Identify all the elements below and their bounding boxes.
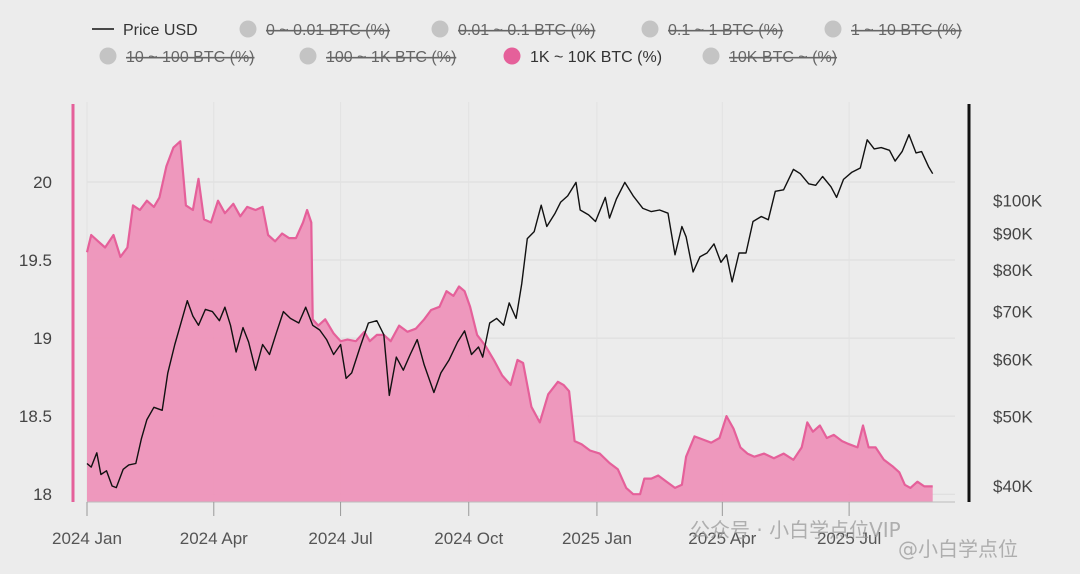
legend-dot-icon (702, 47, 720, 65)
legend-dot-icon (431, 20, 449, 38)
legend-label: 100 ~ 1K BTC (%) (326, 49, 456, 66)
legend-dot-icon (99, 47, 117, 65)
legend-item-10-100-btc[interactable]: 10 ~ 100 BTC (%) (99, 47, 255, 67)
right-tick-label: $60K (993, 351, 1033, 370)
left-tick-label: 19.5 (19, 251, 52, 270)
x-tick-label: 2025 Jul (817, 529, 881, 548)
legend-label: 0.1 ~ 1 BTC (%) (668, 22, 783, 39)
legend-item-0-0-01-btc[interactable]: 0 ~ 0.01 BTC (%) (239, 20, 391, 40)
right-axis-ticks: $100K $90K $80K $70K $60K $50K $40K (993, 192, 1043, 497)
x-axis-ticks: 2024 Jan 2024 Apr 2024 Jul 2024 Oct 2025 Jan… (52, 502, 881, 548)
right-tick-label: $100K (993, 192, 1043, 211)
watermark: 公众号 · 小白学点位VIP @小白学点位 (690, 518, 1018, 561)
right-tick-label: $70K (993, 303, 1033, 322)
right-tick-label: $50K (993, 407, 1033, 426)
legend-dot-icon (239, 20, 257, 38)
legend-label: 1 ~ 10 BTC (%) (851, 22, 962, 39)
legend-dot-icon (824, 20, 842, 38)
legend-label: 10 ~ 100 BTC (%) (126, 49, 255, 66)
right-tick-label: $90K (993, 224, 1033, 243)
x-tick-label: 2024 Oct (434, 529, 503, 548)
watermark-line2: @小白学点位 (898, 537, 1018, 561)
axes (71, 104, 971, 503)
x-tick-label: 2025 Apr (688, 529, 756, 548)
legend-dot-icon (299, 47, 317, 65)
legend[interactable]: Price USD 0 ~ 0.01 BTC (%) 0.01 ~ 0.1 BTC … (92, 20, 962, 67)
area-series-1k-10k (85, 140, 933, 503)
legend-item-10k-btc[interactable]: 10K BTC ~ (%) (702, 47, 838, 67)
line-series-price (86, 134, 934, 489)
legend-dot-icon (503, 47, 521, 65)
price-line (86, 134, 934, 489)
legend-label: Price USD (123, 22, 198, 39)
x-tick-label: 2024 Jul (308, 529, 372, 548)
legend-item-0-01-0-1-btc[interactable]: 0.01 ~ 0.1 BTC (%) (431, 20, 596, 40)
legend-item-1k-10k-btc[interactable]: 1K ~ 10K BTC (%) (503, 47, 663, 67)
x-tick-label: 2024 Apr (180, 529, 248, 548)
area-fill (87, 141, 933, 503)
legend-item-100-1k-btc[interactable]: 100 ~ 1K BTC (%) (299, 47, 457, 67)
left-axis-ticks: 20 19.5 19 18.5 18 (19, 173, 52, 504)
left-tick-label: 19 (33, 329, 52, 348)
x-tick-label: 2024 Jan (52, 529, 122, 548)
legend-label: 0 ~ 0.01 BTC (%) (266, 22, 390, 39)
watermark-line1: 公众号 · 小白学点位VIP (690, 518, 901, 542)
left-tick-label: 20 (33, 173, 52, 192)
x-tick-label: 2025 Jan (562, 529, 632, 548)
legend-dot-icon (641, 20, 659, 38)
area-outline (85, 140, 933, 496)
right-tick-label: $80K (993, 261, 1033, 280)
legend-item-price-usd[interactable]: Price USD (92, 22, 198, 39)
legend-label: 1K ~ 10K BTC (%) (530, 49, 662, 66)
left-tick-label: 18.5 (19, 407, 52, 426)
legend-label: 0.01 ~ 0.1 BTC (%) (458, 22, 595, 39)
left-tick-label: 18 (33, 485, 52, 504)
legend-label: 10K BTC ~ (%) (729, 49, 837, 66)
legend-item-0-1-1-btc[interactable]: 0.1 ~ 1 BTC (%) (641, 20, 784, 40)
right-tick-label: $40K (993, 477, 1033, 496)
legend-item-1-10-btc[interactable]: 1 ~ 10 BTC (%) (824, 20, 962, 40)
